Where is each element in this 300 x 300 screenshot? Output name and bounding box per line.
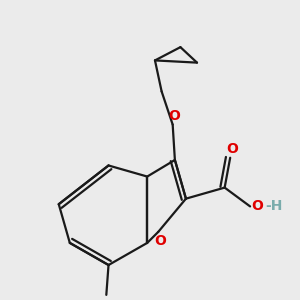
Text: -H: -H xyxy=(265,200,282,213)
Text: O: O xyxy=(154,233,166,248)
Text: O: O xyxy=(226,142,238,156)
Text: O: O xyxy=(168,109,180,123)
Text: O: O xyxy=(252,200,264,213)
